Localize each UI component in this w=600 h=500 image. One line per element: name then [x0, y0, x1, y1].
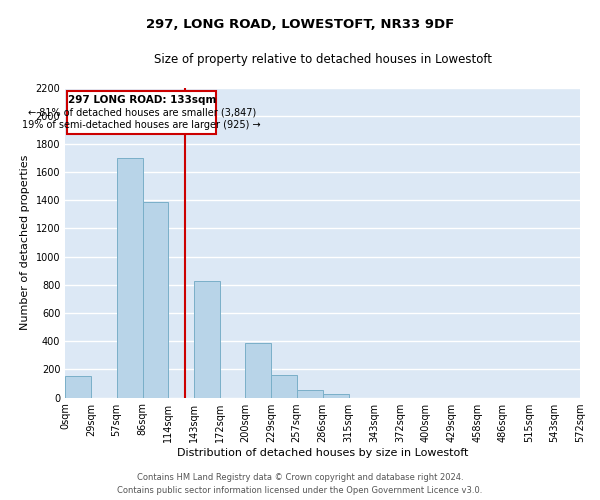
Bar: [65, 376, 91, 398]
Bar: [116, 158, 143, 398]
X-axis label: Distribution of detached houses by size in Lowestoft: Distribution of detached houses by size …: [177, 448, 468, 458]
Text: ← 81% of detached houses are smaller (3,847): ← 81% of detached houses are smaller (3,…: [28, 108, 256, 118]
Bar: [323, 394, 349, 398]
Text: 297 LONG ROAD: 133sqm: 297 LONG ROAD: 133sqm: [68, 96, 216, 106]
Bar: [143, 202, 168, 398]
Bar: [245, 344, 271, 398]
Bar: [194, 282, 220, 398]
Title: Size of property relative to detached houses in Lowestoft: Size of property relative to detached ho…: [154, 52, 491, 66]
Bar: [67, 91, 217, 134]
Bar: [271, 375, 296, 398]
Y-axis label: Number of detached properties: Number of detached properties: [20, 155, 30, 330]
Text: 19% of semi-detached houses are larger (925) →: 19% of semi-detached houses are larger (…: [22, 120, 261, 130]
Text: Contains HM Land Registry data © Crown copyright and database right 2024.
Contai: Contains HM Land Registry data © Crown c…: [118, 474, 482, 495]
Text: 297, LONG ROAD, LOWESTOFT, NR33 9DF: 297, LONG ROAD, LOWESTOFT, NR33 9DF: [146, 18, 454, 30]
Bar: [296, 390, 323, 398]
